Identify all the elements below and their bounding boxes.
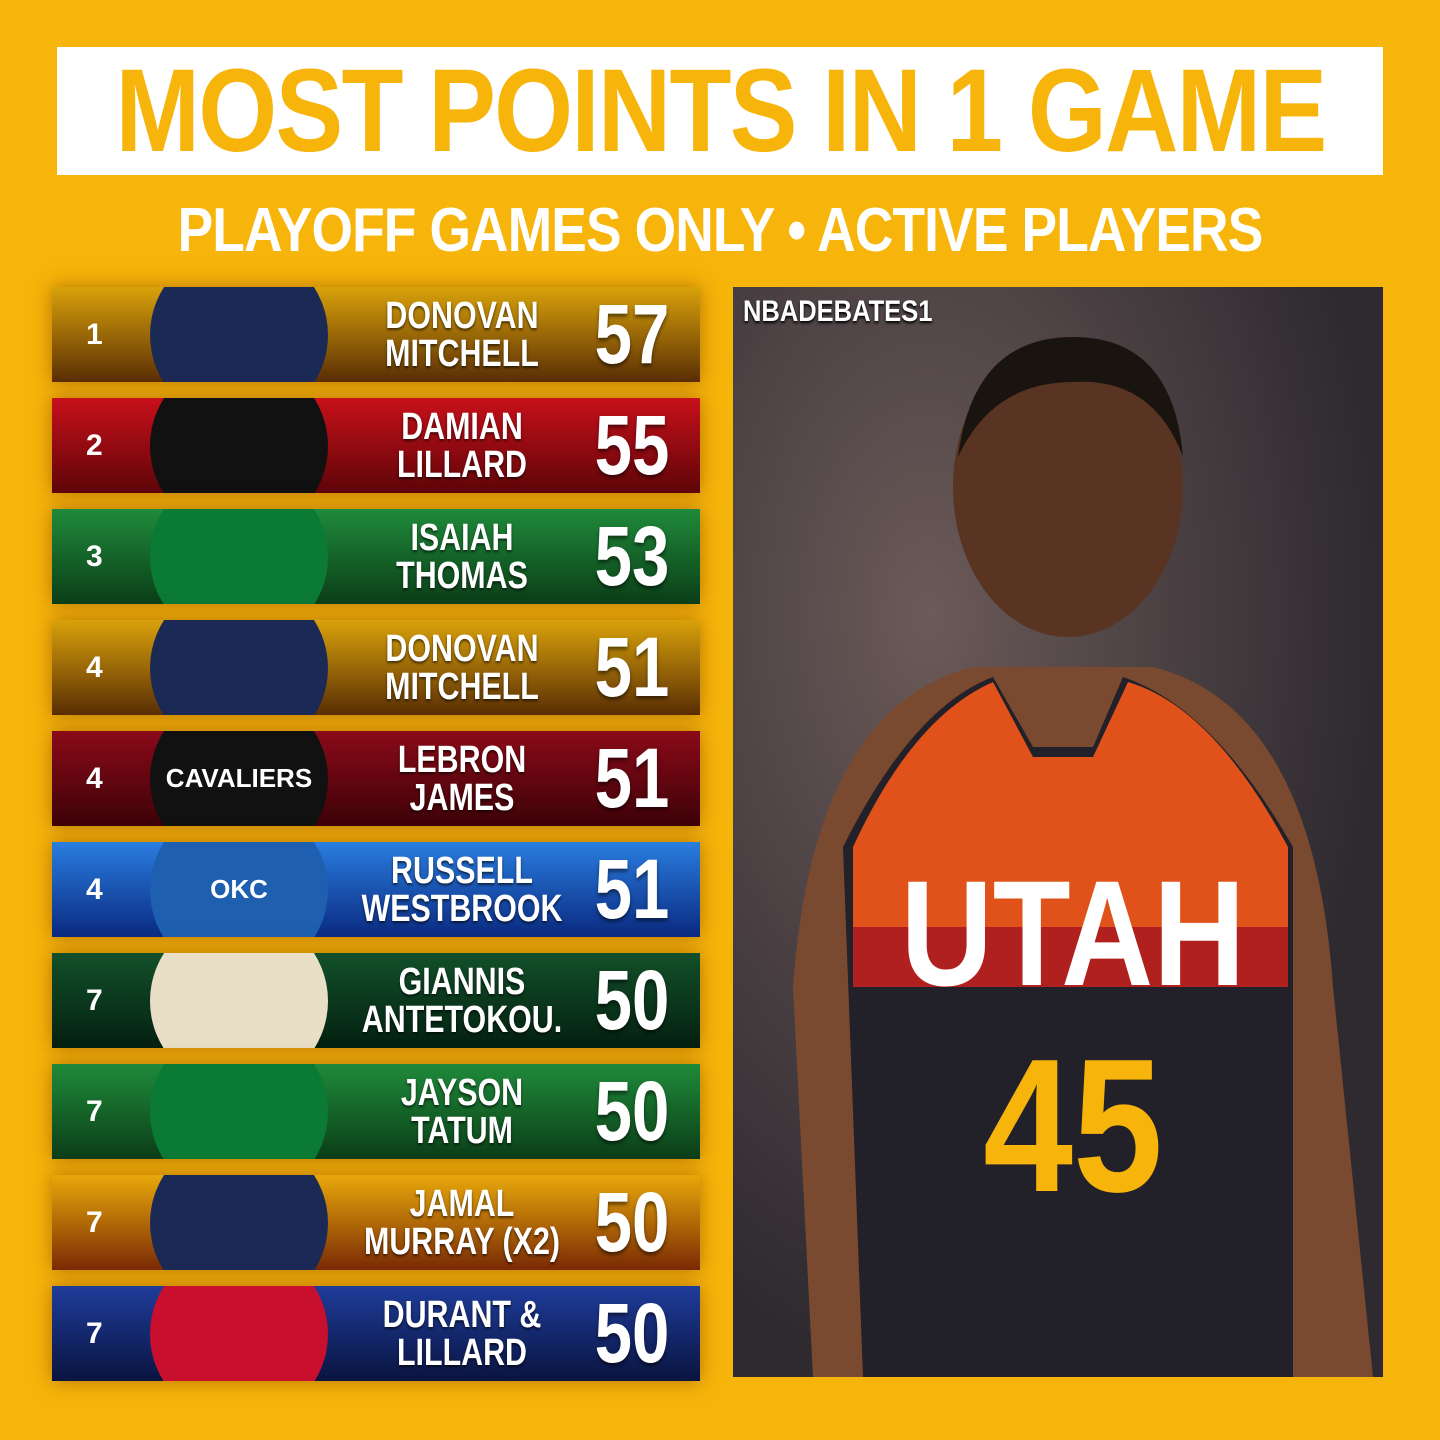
points: 53: [594, 509, 670, 603]
team-logo-icon: [150, 953, 328, 1048]
rank: 7: [86, 983, 103, 1017]
team-logo-text: CAVALIERS: [150, 731, 328, 826]
player-first-name: DONOVAN: [385, 294, 539, 337]
ranking-row: 1 DONOVAN MITCHELL 57: [52, 287, 700, 382]
watermark: NBADEBATES1: [743, 295, 933, 328]
team-logo-text: [150, 1286, 328, 1381]
player-first-name: LEBRON: [397, 738, 527, 781]
rank: 4: [86, 872, 103, 906]
player-name: ISAIAH THOMAS: [366, 509, 558, 604]
team-logo-text: [150, 509, 328, 604]
ranking-row: 7 DURANT & LILLARD 50: [52, 1286, 700, 1381]
ranking-row: 7 JAYSON TATUM 50: [52, 1064, 700, 1159]
player-name: GIANNIS ANTETOKOU.: [362, 953, 562, 1048]
player-last-name: LILLARD: [396, 443, 528, 486]
title-banner: MOST POINTS IN 1 GAME: [57, 45, 1383, 177]
team-logo-text: [150, 398, 328, 493]
player-first-name: DONOVAN: [385, 627, 539, 670]
team-logo-text: OKC: [150, 842, 328, 937]
points: 50: [594, 1064, 670, 1158]
page-title: MOST POINTS IN 1 GAME: [115, 45, 1327, 177]
player-first-name: ISAIAH: [410, 516, 514, 559]
rank: 7: [86, 1205, 103, 1239]
player-photo: UTAH 45 NBADEBATES1: [733, 287, 1383, 1377]
player-last-name: THOMAS: [396, 554, 528, 597]
player-last-name: TATUM: [411, 1109, 513, 1152]
player-name: DAMIAN LILLARD: [366, 398, 558, 493]
points: 55: [594, 398, 670, 492]
player-last-name: MURRAY (X2): [364, 1220, 560, 1263]
rank: 3: [86, 539, 103, 573]
player-first-name: DAMIAN: [401, 405, 523, 448]
team-logo-icon: [150, 1175, 328, 1270]
team-logo-text: [150, 953, 328, 1048]
team-logo-text: [150, 620, 328, 715]
ranking-row: 4 DONOVAN MITCHELL 51: [52, 620, 700, 715]
player-last-name: WESTBROOK: [361, 887, 563, 930]
player-name: JAYSON TATUM: [366, 1064, 558, 1159]
player-last-name: ANTETOKOU.: [361, 998, 563, 1041]
team-logo-icon: [150, 620, 328, 715]
player-name: JAMAL MURRAY (X2): [364, 1175, 560, 1270]
rank: 1: [86, 317, 103, 351]
team-logo-text: [150, 287, 328, 382]
player-first-name: RUSSELL: [391, 849, 533, 892]
player-last-name: MITCHELL: [385, 665, 539, 708]
player-first-name: JAMAL: [409, 1182, 515, 1225]
player-first-name: GIANNIS: [398, 960, 526, 1003]
ranking-row: 4 CAVALIERS LEBRON JAMES 51: [52, 731, 700, 826]
ranking-row: 7 JAMAL MURRAY (X2) 50: [52, 1175, 700, 1270]
rank: 4: [86, 650, 103, 684]
team-logo-text: [150, 1064, 328, 1159]
player-name: RUSSELL WESTBROOK: [362, 842, 563, 937]
team-logo-icon: [150, 398, 328, 493]
rank: 7: [86, 1316, 103, 1350]
rank: 4: [86, 761, 103, 795]
team-logo-icon: CAVALIERS: [150, 731, 328, 826]
subtitle: PLAYOFF GAMES ONLY • ACTIVE PLAYERS: [177, 196, 1264, 265]
player-last-name: LILLARD: [396, 1331, 528, 1374]
team-logo-text: [150, 1175, 328, 1270]
jersey-text: UTAH: [900, 849, 1246, 1017]
points: 51: [594, 842, 670, 936]
player-first-name: DURANT &: [382, 1293, 542, 1336]
player-last-name: MITCHELL: [385, 332, 539, 375]
points: 51: [594, 731, 670, 825]
rank: 7: [86, 1094, 103, 1128]
team-logo-icon: [150, 1064, 328, 1159]
team-logo-icon: [150, 509, 328, 604]
team-logo-icon: OKC: [150, 842, 328, 937]
player-last-name: JAMES: [409, 776, 515, 819]
ranking-row: 4 OKC RUSSELL WESTBROOK 51: [52, 842, 700, 937]
points: 57: [594, 287, 670, 381]
ranking-row: 7 GIANNIS ANTETOKOU. 50: [52, 953, 700, 1048]
player-illustration: [793, 337, 1373, 1377]
ranking-row: 3 ISAIAH THOMAS 53: [52, 509, 700, 604]
jersey-number: 45: [983, 1020, 1163, 1232]
player-name: DURANT & LILLARD: [366, 1286, 558, 1381]
points: 50: [594, 1286, 670, 1380]
team-logo-icon: [150, 1286, 328, 1381]
team-logo-icon: [150, 287, 328, 382]
rank: 2: [86, 428, 103, 462]
player-first-name: JAYSON: [400, 1071, 524, 1114]
ranking-row: 2 DAMIAN LILLARD 55: [52, 398, 700, 493]
points: 51: [594, 620, 670, 714]
points: 50: [594, 1175, 670, 1269]
points: 50: [594, 953, 670, 1047]
player-name: DONOVAN MITCHELL: [366, 287, 558, 382]
player-name: DONOVAN MITCHELL: [366, 620, 558, 715]
player-name: LEBRON JAMES: [366, 731, 558, 826]
